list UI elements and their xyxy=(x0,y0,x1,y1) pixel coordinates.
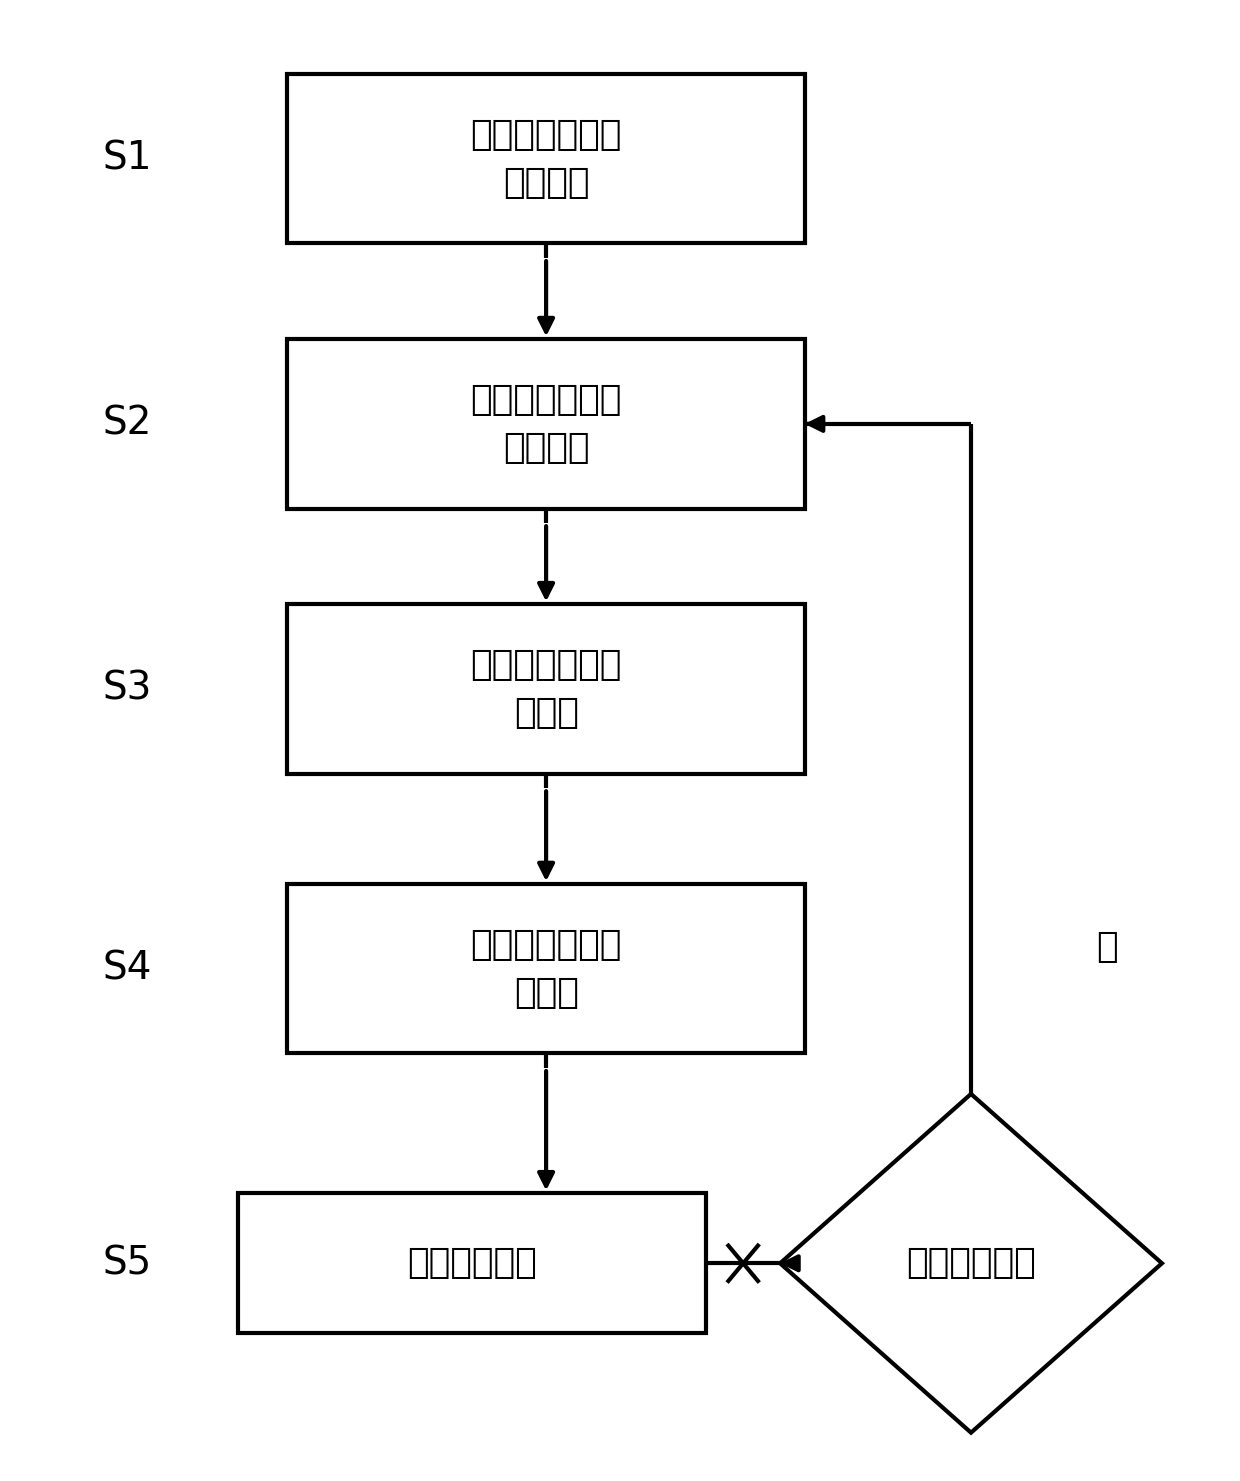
Text: 待攻击设备相对
位置设置: 待攻击设备相对 位置设置 xyxy=(470,384,621,465)
Bar xyxy=(288,884,805,1053)
Text: 是: 是 xyxy=(1096,930,1117,964)
Text: S1: S1 xyxy=(103,139,153,178)
Bar xyxy=(288,74,805,243)
Text: S4: S4 xyxy=(103,949,153,988)
Text: S3: S3 xyxy=(103,669,153,708)
Bar xyxy=(288,339,805,508)
Text: S2: S2 xyxy=(103,404,153,443)
Polygon shape xyxy=(780,1094,1162,1432)
Text: 重复攻击实验: 重复攻击实验 xyxy=(906,1247,1035,1280)
Text: 产生瞬态电磁脉
冲信号: 产生瞬态电磁脉 冲信号 xyxy=(470,649,621,730)
Bar xyxy=(288,604,805,773)
Text: 实验数据采集: 实验数据采集 xyxy=(407,1247,537,1280)
Text: 进行电磁故障注
入实验: 进行电磁故障注 入实验 xyxy=(470,929,621,1010)
Bar xyxy=(238,1194,707,1333)
Text: S5: S5 xyxy=(103,1244,153,1283)
Text: 电磁脉冲发生器
参数设置: 电磁脉冲发生器 参数设置 xyxy=(470,118,621,200)
